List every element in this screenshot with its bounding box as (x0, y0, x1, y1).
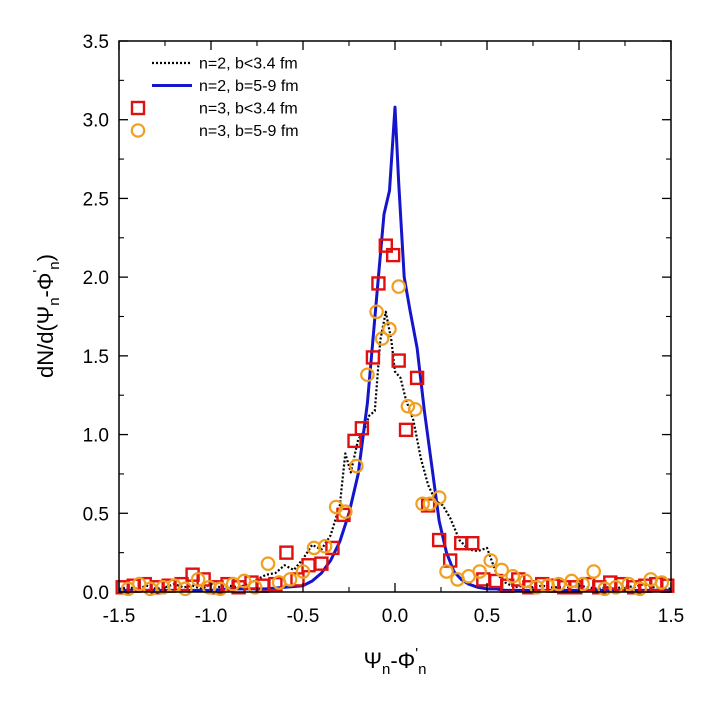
legend: n=2, b<3.4 fm n=2, b=5-9 fm n=3, b<3.4 fm n… (130, 56, 299, 140)
x-axis-title: Ψn-Φ'n (364, 645, 427, 678)
plot-area (115, 105, 675, 597)
legend-marker (130, 123, 146, 138)
legend-label: n=3, b<3.4 fm (199, 101, 298, 118)
series-4 (120, 279, 670, 597)
data-point (247, 579, 263, 595)
data-point (391, 353, 406, 368)
data-point (409, 370, 425, 386)
data-point (529, 579, 544, 595)
data-point (365, 350, 381, 365)
legend-swatch (130, 100, 146, 116)
data-point (360, 367, 375, 383)
data-point (597, 581, 613, 597)
x-tick-label: 1.5 (658, 606, 684, 627)
data-point (632, 581, 648, 597)
x-tick-label: -1.0 (195, 606, 228, 627)
data-point (155, 579, 171, 595)
data-point (431, 532, 447, 548)
data-point (317, 539, 333, 554)
legend-swatch (130, 123, 146, 138)
y-tick-label: 2.0 (83, 268, 109, 289)
data-point (407, 402, 423, 417)
data-point (518, 573, 533, 589)
y-axis-title: dN/d(Ψn-Φ'n) (30, 254, 63, 378)
legend-label: n=2, b<3.4 fm (199, 56, 298, 73)
y-tick-label: 0.0 (83, 583, 109, 604)
data-point (505, 568, 521, 584)
legend-label: n=2, b=5-9 fm (199, 78, 299, 95)
x-tick-label: 1.0 (566, 606, 592, 627)
data-point (439, 564, 454, 579)
data-point (494, 562, 510, 578)
y-tick-label: 1.0 (83, 426, 109, 447)
data-point (201, 579, 217, 595)
data-point (586, 564, 602, 579)
x-tick-label: -0.5 (287, 606, 320, 627)
data-point (483, 553, 498, 568)
data-point (608, 579, 624, 595)
data-point (374, 331, 390, 346)
data-point (654, 575, 670, 590)
series-1 (118, 310, 672, 591)
data-point (378, 238, 393, 253)
data-point (349, 458, 364, 474)
series-2 (119, 105, 671, 592)
series-line (118, 310, 672, 591)
y-tick-label: 1.5 (83, 347, 109, 368)
data-point (354, 421, 370, 436)
data-point (338, 504, 353, 520)
series-line (119, 105, 671, 592)
data-point (551, 576, 567, 592)
data-point (295, 564, 311, 579)
data-point (236, 573, 252, 589)
data-point (177, 581, 193, 597)
axis-ticks: -1.5 -1.0 -0.5 0.0 0.5 1.0 1.5 0.0 0.5 1.0 1.5 2.0 2… (83, 32, 685, 627)
data-point (431, 490, 447, 505)
y-tick-label: 2.5 (83, 189, 109, 210)
y-tick-label: 3.5 (83, 32, 109, 53)
data-point (260, 556, 276, 571)
data-point (472, 564, 487, 579)
data-point (398, 422, 414, 438)
x-tick-label: 0.5 (474, 606, 500, 627)
data-point (212, 581, 228, 597)
data-point (391, 279, 406, 294)
data-point (347, 433, 362, 449)
data-point (465, 535, 480, 551)
data-point (400, 398, 416, 414)
data-point (279, 545, 294, 560)
data-point (190, 572, 206, 587)
y-tick-label: 0.5 (83, 504, 109, 525)
y-tick-label: 3.0 (83, 111, 109, 132)
data-point (575, 576, 590, 592)
data-point (314, 556, 329, 571)
data-point (385, 247, 401, 263)
data-point (382, 321, 397, 337)
data-point (369, 304, 384, 320)
data-point (325, 540, 340, 556)
data-point (282, 572, 298, 587)
data-point (415, 496, 430, 512)
legend-marker (130, 100, 146, 116)
x-tick-label: -1.5 (103, 606, 136, 627)
data-point (371, 276, 386, 291)
x-tick-label: 0.0 (382, 606, 408, 627)
data-point (306, 540, 322, 556)
legend-label: n=3, b=5-9 fm (199, 123, 299, 140)
